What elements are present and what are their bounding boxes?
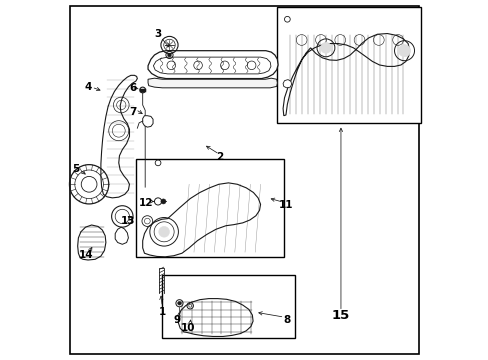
Text: 9: 9 <box>173 315 181 325</box>
Polygon shape <box>115 227 128 244</box>
Text: 11: 11 <box>278 200 292 210</box>
Polygon shape <box>142 116 153 127</box>
Polygon shape <box>153 57 270 74</box>
Polygon shape <box>178 298 253 337</box>
Bar <box>276 7 421 123</box>
Polygon shape <box>142 183 260 257</box>
Polygon shape <box>283 80 291 88</box>
Circle shape <box>320 42 331 53</box>
Text: 3: 3 <box>154 28 162 39</box>
Text: 6: 6 <box>129 83 136 93</box>
Polygon shape <box>101 75 137 198</box>
Polygon shape <box>78 225 106 260</box>
Text: 12: 12 <box>139 198 153 208</box>
Bar <box>135 158 283 257</box>
Circle shape <box>177 301 181 305</box>
Polygon shape <box>283 33 408 116</box>
Circle shape <box>398 45 410 57</box>
Text: 4: 4 <box>84 82 92 92</box>
Circle shape <box>161 199 165 204</box>
Polygon shape <box>148 78 277 88</box>
Text: 10: 10 <box>181 323 195 333</box>
Text: 8: 8 <box>283 315 290 325</box>
Circle shape <box>167 53 171 57</box>
Circle shape <box>159 226 169 237</box>
Text: 13: 13 <box>121 216 135 226</box>
Polygon shape <box>148 51 278 78</box>
Text: 14: 14 <box>79 250 94 260</box>
Text: 15: 15 <box>331 309 349 322</box>
Text: 7: 7 <box>129 107 137 117</box>
Text: 5: 5 <box>72 164 80 174</box>
Bar <box>162 275 294 338</box>
Text: 1: 1 <box>159 307 165 317</box>
Text: 2: 2 <box>215 152 223 162</box>
